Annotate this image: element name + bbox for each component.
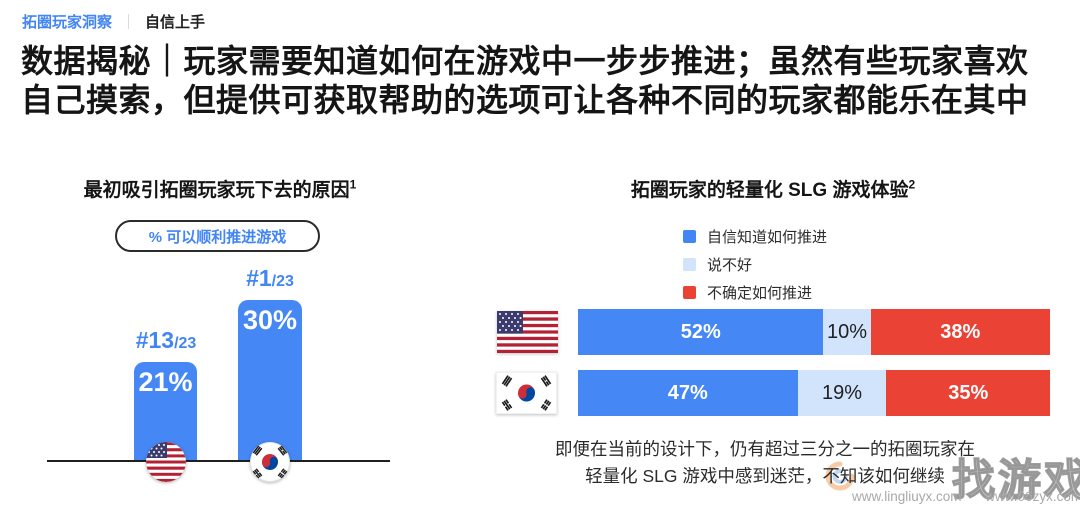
us-segment-unsure: 10% — [823, 309, 871, 355]
page-title-line1: 数据揭秘｜玩家需要知道如何在游戏中一步步推进；虽然有些玩家喜欢 — [21, 43, 1029, 79]
us-flag-icon — [146, 442, 186, 482]
metric-definition-badge: % 可以顺利推进游戏 — [115, 220, 320, 252]
right-chart-title: 拓圈玩家的轻量化 SLG 游戏体验2 — [630, 177, 916, 201]
watermark-swirl-icon — [824, 460, 856, 497]
kr-flag-rect-icon — [496, 372, 557, 414]
us-segment-lost: 38% — [870, 309, 1050, 355]
watermark-url-2: www.06zyx.com — [985, 489, 1080, 504]
watermark-url-1: www.lingliuyx.com — [852, 489, 962, 504]
us-value-label: 21% — [138, 367, 193, 397]
kicker-separator: ｜ — [121, 14, 137, 31]
kr-segment-confident: 47% — [578, 370, 798, 416]
kr-value-label: 30% — [242, 305, 298, 335]
caption-line2: 轻量化 SLG 游戏中感到迷茫，不知该如何继续 — [585, 466, 945, 486]
legend-swatch-lost — [683, 286, 696, 299]
page-title-line2: 自己摸索，但提供可获取帮助的选项可让各种不同的玩家都能乐在其中 — [21, 82, 1029, 118]
watermark-text: 找游戏 — [951, 456, 1080, 506]
us-rank-label: #13/23 — [135, 327, 197, 353]
kr-value-bar: 30% — [238, 300, 302, 462]
us-segment-confident: 52% — [578, 309, 824, 355]
legend-swatch-unsure — [683, 258, 696, 271]
caption-line1: 即便在当前的设计下，仍有超过三分之一的拓圈玩家在 — [555, 439, 975, 459]
legend-item-lost: 不确定如何推进 — [683, 282, 827, 303]
kr-stacked-bar: 47% 19% 35% — [578, 370, 1050, 416]
kr-flag-icon — [250, 442, 290, 482]
watermark-urls: www.lingliuyx.com www.06zyx.com — [852, 489, 1080, 504]
kr-segment-unsure: 19% — [797, 370, 887, 416]
legend-item-confident: 自信知道如何推进 — [683, 226, 827, 247]
kr-segment-lost: 35% — [886, 370, 1050, 416]
kicker-section: 自信上手 — [145, 14, 206, 31]
us-flag-rect-icon — [497, 311, 558, 353]
left-chart-title: 最初吸引拓圈玩家玩下去的原因1 — [83, 177, 357, 201]
kicker: 拓圈玩家洞察 ｜ 自信上手 — [22, 11, 205, 32]
legend: 自信知道如何推进 说不好 不确定如何推进 — [683, 226, 827, 303]
legend-item-unsure: 说不好 — [683, 254, 827, 275]
right-chart-footnote-mark: 2 — [908, 177, 916, 192]
left-chart-footnote-mark: 1 — [349, 177, 357, 192]
kicker-brand: 拓圈玩家洞察 — [22, 14, 113, 31]
right-chart-caption: 即便在当前的设计下，仍有超过三分之一的拓圈玩家在 轻量化 SLG 游戏中感到迷茫… — [535, 436, 995, 490]
page-title: 数据揭秘｜玩家需要知道如何在游戏中一步步推进；虽然有些玩家喜欢 自己摸索，但提供… — [21, 42, 1071, 120]
legend-swatch-confident — [683, 230, 696, 243]
us-stacked-bar: 52% 10% 38% — [578, 309, 1050, 355]
kr-rank-label: #1/23 — [246, 265, 294, 291]
axis-baseline — [47, 460, 390, 462]
